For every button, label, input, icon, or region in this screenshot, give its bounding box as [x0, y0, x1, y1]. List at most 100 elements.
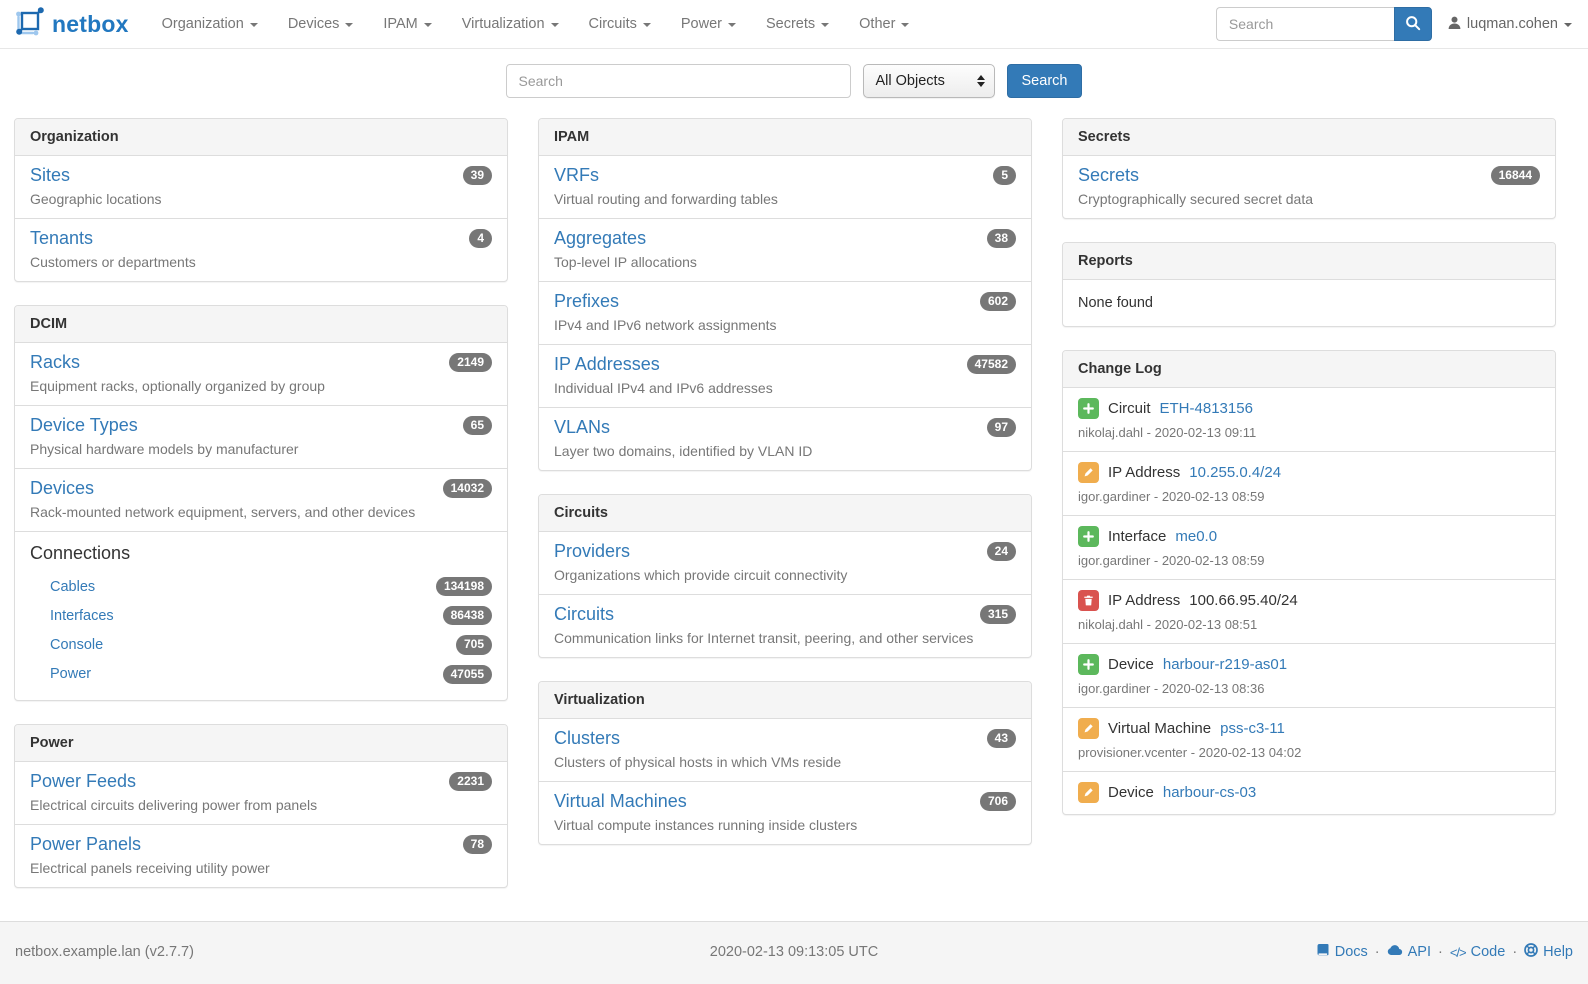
changelog-entry: IP Address 100.66.95.40/24 nikolaj.dahl …	[1063, 579, 1555, 643]
link-circuits[interactable]: Circuits	[554, 604, 615, 624]
created-icon	[1078, 398, 1099, 419]
item-description: Organizations which provide circuit conn…	[554, 567, 848, 583]
select-spinner-icon	[976, 75, 985, 87]
changelog-meta: nikolaj.dahl - 2020-02-13 09:11	[1078, 425, 1257, 440]
item-description: Communication links for Internet transit…	[554, 630, 974, 646]
changelog-object-link[interactable]: ETH-4813156	[1159, 400, 1253, 417]
link-power-connections[interactable]: Power	[50, 666, 92, 683]
changelog-entry: Interface me0.0 igor.gardiner - 2020-02-…	[1063, 515, 1555, 579]
changelog-meta: igor.gardiner - 2020-02-13 08:59	[1078, 489, 1265, 504]
user-menu[interactable]: luqman.cohen	[1448, 16, 1576, 33]
menu-ipam[interactable]: IPAM	[368, 0, 446, 49]
changelog-object-link[interactable]: pss-c3-11	[1220, 720, 1285, 737]
list-item: Tenants 4 Customers or departments	[15, 218, 507, 281]
link-prefixes[interactable]: Prefixes	[554, 291, 620, 311]
menu-other[interactable]: Other	[844, 0, 924, 49]
panel-organization: Organization Sites 39 Geographic locatio…	[14, 118, 508, 282]
connection-row: Cables 134198	[30, 572, 492, 601]
connections-title: Connections	[30, 543, 131, 563]
docs-link[interactable]: Docs	[1316, 943, 1368, 961]
link-virtual-machines[interactable]: Virtual Machines	[554, 791, 687, 811]
link-aggregates[interactable]: Aggregates	[554, 228, 647, 248]
menu-organization[interactable]: Organization	[147, 0, 273, 49]
list-item: Virtual Machines 706 Virtual compute ins…	[539, 781, 1031, 844]
menu-circuits[interactable]: Circuits	[574, 0, 666, 49]
menu-devices[interactable]: Devices	[273, 0, 369, 49]
changelog-object-type: Device	[1108, 784, 1154, 801]
changelog-object-type: Device	[1108, 656, 1154, 673]
link-interfaces[interactable]: Interfaces	[50, 607, 114, 624]
panel-circuits: Circuits Providers 24 Organizations whic…	[538, 494, 1032, 658]
help-link[interactable]: Help	[1524, 943, 1573, 961]
link-racks[interactable]: Racks	[30, 352, 81, 372]
item-description: Virtual routing and forwarding tables	[554, 191, 778, 207]
search-icon	[1405, 15, 1421, 34]
link-devices[interactable]: Devices	[30, 478, 95, 498]
link-power-feeds[interactable]: Power Feeds	[30, 770, 137, 791]
menu-virtualization[interactable]: Virtualization	[447, 0, 574, 49]
link-cables[interactable]: Cables	[50, 578, 96, 595]
object-type-selected: All Objects	[875, 73, 945, 89]
page-footer: netbox.example.lan (v2.7.7) 2020-02-13 0…	[0, 921, 1588, 984]
count-badge: 65	[462, 415, 492, 436]
panel-virtualization-title: Virtualization	[539, 682, 1031, 719]
panel-changelog: Change Log Circuit ETH-4813156 nikolaj.d…	[1062, 350, 1556, 815]
link-device-types[interactable]: Device Types	[30, 415, 138, 435]
count-badge: 5	[993, 165, 1016, 186]
footer-hostname: netbox.example.lan (v2.7.7)	[15, 944, 194, 960]
footer-links: Docs · API · </> Code ·	[1054, 943, 1573, 961]
count-badge: 705	[455, 635, 492, 655]
changelog-object-link[interactable]: harbour-cs-03	[1162, 784, 1257, 801]
link-console-connections[interactable]: Console	[50, 636, 104, 653]
list-item: Prefixes 602 IPv4 and IPv6 network assig…	[539, 281, 1031, 344]
link-sites[interactable]: Sites	[30, 165, 71, 185]
count-badge: 47055	[442, 664, 492, 684]
link-providers[interactable]: Providers	[554, 541, 631, 561]
panel-dcim-title: DCIM	[15, 306, 507, 343]
chevron-down-icon	[345, 23, 354, 27]
link-ip-addresses[interactable]: IP Addresses	[554, 354, 660, 374]
link-power-panels[interactable]: Power Panels	[30, 833, 142, 854]
count-badge: 602	[979, 291, 1016, 312]
column-middle: IPAM VRFs 5 Virtual routing and forwardi…	[538, 118, 1032, 868]
link-clusters[interactable]: Clusters	[554, 728, 621, 748]
panel-reports-title: Reports	[1063, 243, 1555, 280]
navbar-search-input[interactable]	[1215, 7, 1394, 41]
count-badge: 24	[986, 541, 1016, 562]
count-badge: 16844	[1490, 165, 1540, 186]
chevron-down-icon	[901, 23, 910, 27]
life-ring-icon	[1524, 943, 1539, 961]
top-navbar: netbox Organization Devices IPAM Virtual…	[0, 0, 1588, 49]
link-tenants[interactable]: Tenants	[30, 228, 94, 248]
user-icon	[1448, 16, 1461, 33]
link-vrfs[interactable]: VRFs	[554, 165, 599, 185]
link-secrets[interactable]: Secrets	[1078, 165, 1140, 185]
list-item: Aggregates 38 Top-level IP allocations	[539, 218, 1031, 281]
object-type-select[interactable]: All Objects	[862, 64, 995, 98]
changelog-object-type: Circuit	[1108, 400, 1151, 417]
chevron-down-icon	[1564, 23, 1572, 27]
navbar-search-button[interactable]	[1393, 7, 1432, 41]
code-link[interactable]: </> Code	[1449, 944, 1506, 960]
dot-separator: ·	[1374, 944, 1380, 960]
dot-separator: ·	[1512, 944, 1518, 960]
count-badge: 134198	[435, 577, 492, 597]
changelog-object-link[interactable]: me0.0	[1175, 528, 1218, 545]
changelog-meta: provisioner.vcenter - 2020-02-13 04:02	[1078, 745, 1302, 760]
item-description: Customers or departments	[30, 254, 196, 270]
item-description: Clusters of physical hosts in which VMs …	[554, 754, 842, 770]
menu-secrets[interactable]: Secrets	[751, 0, 844, 49]
api-link[interactable]: API	[1387, 944, 1431, 960]
changelog-object-link[interactable]: harbour-r219-as01	[1162, 656, 1288, 673]
menu-power[interactable]: Power	[666, 0, 751, 49]
count-badge: 2149	[449, 352, 492, 373]
global-search-button[interactable]: Search	[1006, 64, 1083, 98]
changelog-meta: igor.gardiner - 2020-02-13 08:59	[1078, 553, 1265, 568]
netbox-logo[interactable]: netbox	[12, 5, 129, 44]
global-search-input[interactable]	[505, 64, 851, 98]
changelog-entry: IP Address 10.255.0.4/24 igor.gardiner -…	[1063, 451, 1555, 515]
panel-ipam-title: IPAM	[539, 119, 1031, 156]
changelog-object-link[interactable]: 10.255.0.4/24	[1189, 464, 1282, 481]
list-item: IP Addresses 47582 Individual IPv4 and I…	[539, 344, 1031, 407]
link-vlans[interactable]: VLANs	[554, 417, 611, 437]
